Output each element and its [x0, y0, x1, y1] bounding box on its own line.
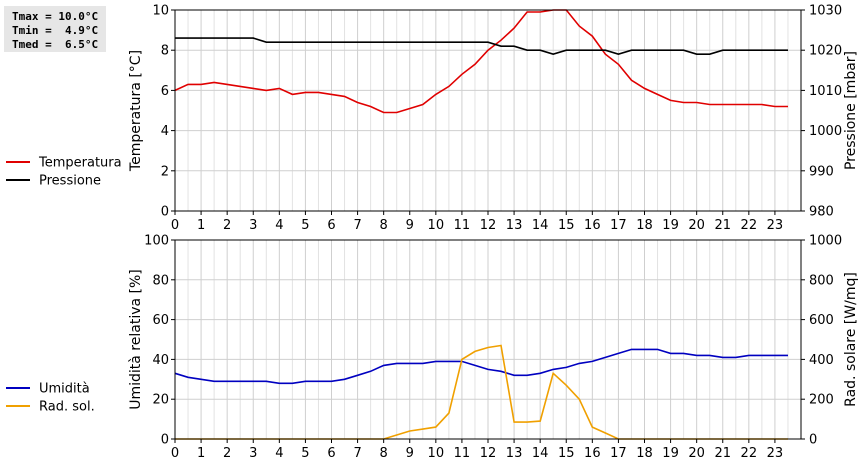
x-tick-label: 19 [662, 218, 679, 233]
stat-value: 10.0°C [58, 10, 99, 23]
y-tick-label-left: 10 [152, 4, 169, 19]
legend-label: Pressione [39, 174, 101, 189]
x-tick-label: 13 [506, 446, 523, 460]
y-axis-label-right: Rad. solare [W/mq] [843, 272, 859, 407]
legend-label: Rad. sol. [39, 400, 95, 415]
x-tick-label: 1 [197, 218, 205, 233]
x-tick-label: 0 [171, 218, 179, 233]
y-tick-label-right: 400 [809, 353, 834, 368]
x-tick-label: 8 [380, 218, 388, 233]
x-tick-label: 14 [532, 446, 549, 460]
stat-label: Tmed [12, 38, 39, 51]
y-tick-label-right: 990 [809, 164, 834, 179]
x-tick-label: 1 [197, 446, 205, 460]
y-tick-label-right: 980 [809, 205, 834, 220]
x-tick-label: 20 [688, 446, 705, 460]
x-tick-label: 2 [223, 218, 231, 233]
stat-label: Tmax [12, 10, 39, 23]
x-tick-label: 7 [353, 218, 361, 233]
y-tick-label-right: 1000 [809, 124, 842, 139]
y-tick-label-left: 0 [161, 205, 169, 220]
x-tick-label: 4 [275, 218, 283, 233]
stat-tmed: Tmed = 6.5°C [12, 38, 99, 51]
y-tick-label-left: 8 [161, 44, 169, 59]
y-axis-label-right: Pressione [mbar] [843, 51, 859, 170]
x-tick-label: 11 [454, 446, 471, 460]
x-tick-label: 18 [636, 218, 653, 233]
stats-box: Tmax = 10.0°C Tmin = 4.9°C Tmed = 6.5°C [4, 6, 106, 52]
y-tick-label-left: 0 [161, 433, 169, 448]
x-tick-label: 22 [741, 218, 758, 233]
x-tick-label: 20 [688, 218, 705, 233]
x-tick-label: 14 [532, 218, 549, 233]
y-axis-label-left: Umidità relativa [%] [128, 269, 144, 410]
x-tick-label: 10 [428, 218, 445, 233]
x-tick-label: 2 [223, 446, 231, 460]
y-axis-label-left: Temperatura [°C] [128, 50, 144, 172]
legend-label: Umidità [39, 382, 90, 397]
x-tick-label: 17 [610, 446, 627, 460]
y-tick-label-left: 6 [161, 84, 169, 99]
x-tick-label: 3 [249, 218, 257, 233]
stat-value: 6.5°C [65, 38, 99, 51]
x-tick-label: 5 [301, 446, 309, 460]
x-tick-label: 5 [301, 218, 309, 233]
x-tick-label: 7 [353, 446, 361, 460]
y-tick-label-right: 600 [809, 313, 834, 328]
y-tick-label-right: 1000 [809, 234, 842, 249]
y-tick-label-right: 200 [809, 393, 834, 408]
x-tick-label: 11 [454, 218, 471, 233]
x-tick-label: 16 [584, 446, 601, 460]
x-tick-label: 15 [558, 218, 575, 233]
series-line-1 [174, 348, 788, 385]
y-tick-label-right: 800 [809, 273, 834, 288]
x-tick-label: 13 [506, 218, 523, 233]
stat-label: Tmin [12, 24, 39, 37]
x-tick-label: 9 [406, 446, 414, 460]
y-tick-label-right: 1030 [809, 4, 842, 19]
y-tick-label-left: 80 [152, 273, 169, 288]
x-tick-label: 19 [662, 446, 679, 460]
y-tick-label-right: 0 [809, 433, 817, 448]
x-tick-label: 18 [636, 446, 653, 460]
y-tick-label-right: 1010 [809, 84, 842, 99]
x-tick-label: 17 [610, 218, 627, 233]
x-tick-label: 12 [480, 446, 497, 460]
x-tick-label: 21 [714, 446, 731, 460]
x-tick-label: 0 [171, 446, 179, 460]
stat-tmin: Tmin = 4.9°C [12, 24, 99, 37]
stat-tmax: Tmax = 10.0°C [12, 10, 99, 23]
series-line-1 [174, 9, 788, 114]
x-tick-label: 15 [558, 446, 575, 460]
y-tick-label-left: 60 [152, 313, 169, 328]
x-tick-label: 3 [249, 446, 257, 460]
x-tick-label: 6 [327, 446, 335, 460]
legend-label: Temperatura [38, 156, 122, 171]
x-tick-label: 8 [380, 446, 388, 460]
series-line-2 [175, 37, 788, 56]
x-tick-label: 9 [406, 218, 414, 233]
y-tick-label-left: 2 [161, 164, 169, 179]
y-tick-label-left: 40 [152, 353, 169, 368]
x-tick-label: 4 [275, 446, 283, 460]
y-tick-label-left: 100 [144, 234, 169, 249]
x-tick-label: 23 [767, 218, 784, 233]
x-tick-label: 10 [428, 446, 445, 460]
y-tick-label-right: 1020 [809, 44, 842, 59]
x-tick-label: 16 [584, 218, 601, 233]
x-tick-label: 12 [480, 218, 497, 233]
stat-value: 4.9°C [65, 24, 99, 37]
y-tick-label-left: 20 [152, 393, 169, 408]
y-tick-label-left: 4 [161, 124, 169, 139]
x-tick-label: 22 [741, 446, 758, 460]
x-tick-label: 6 [327, 218, 335, 233]
x-tick-label: 23 [767, 446, 784, 460]
x-tick-label: 21 [714, 218, 731, 233]
